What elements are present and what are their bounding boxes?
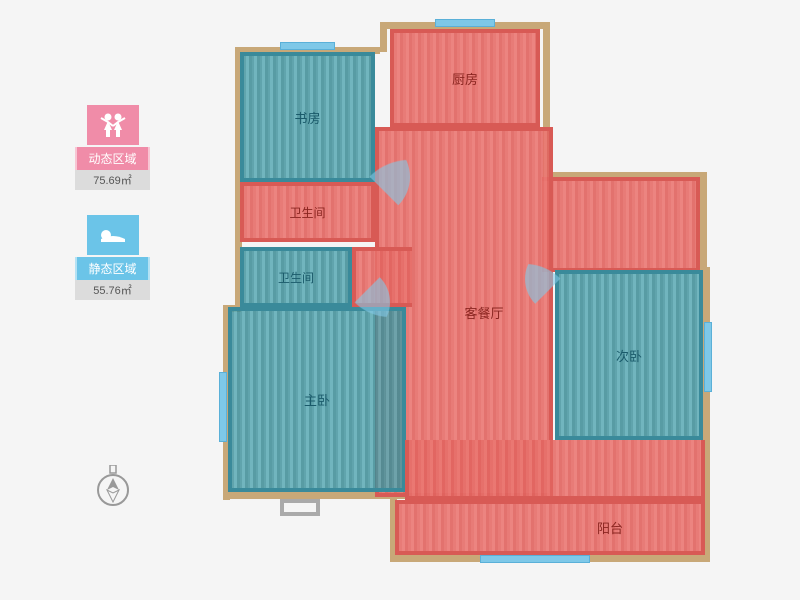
room-second: 次卧 <box>555 270 703 440</box>
room-balcony-label: 阳台 <box>597 518 623 537</box>
room-bath1-label: 卫生间 <box>289 204 325 221</box>
window-mark <box>435 19 495 27</box>
room-study-label: 书房 <box>294 108 320 127</box>
wall-stub <box>280 499 320 503</box>
legend-dynamic: 动态区域 75.69㎡ <box>75 105 150 190</box>
room-kitchen: 厨房 <box>390 29 540 127</box>
room-living-ext3 <box>352 247 412 307</box>
room-bath2-label: 卫生间 <box>278 269 314 286</box>
room-living-ext2 <box>542 177 700 272</box>
room-hallway <box>405 440 705 500</box>
room-master: 主卧 <box>228 307 406 492</box>
window-mark <box>480 555 590 563</box>
room-second-label: 次卧 <box>616 346 642 365</box>
room-study: 书房 <box>240 52 375 182</box>
room-master-label: 主卧 <box>304 390 330 409</box>
legend-panel: 动态区域 75.69㎡ 静态区域 55.76㎡ <box>75 105 150 325</box>
window-mark <box>280 42 335 50</box>
room-kitchen-label: 厨房 <box>452 69 478 88</box>
legend-static-value: 55.76㎡ <box>75 280 150 300</box>
window-mark <box>704 322 712 392</box>
legend-static: 静态区域 55.76㎡ <box>75 215 150 300</box>
sleep-icon <box>87 215 139 255</box>
floorplan: 书房 厨房 客餐厅 卫生间 卫生间 主卧 次卧 阳台 <box>225 22 715 577</box>
room-balcony: 阳台 <box>395 500 705 555</box>
room-bath2: 卫生间 <box>240 247 352 307</box>
compass-icon <box>95 465 131 514</box>
legend-dynamic-label: 动态区域 <box>75 147 150 170</box>
legend-static-label: 静态区域 <box>75 257 150 280</box>
room-living-label: 客餐厅 <box>464 303 503 322</box>
room-bath1: 卫生间 <box>240 182 375 242</box>
wall-stub <box>280 512 320 516</box>
people-icon <box>87 105 139 145</box>
legend-dynamic-value: 75.69㎡ <box>75 170 150 190</box>
window-mark <box>219 372 227 442</box>
